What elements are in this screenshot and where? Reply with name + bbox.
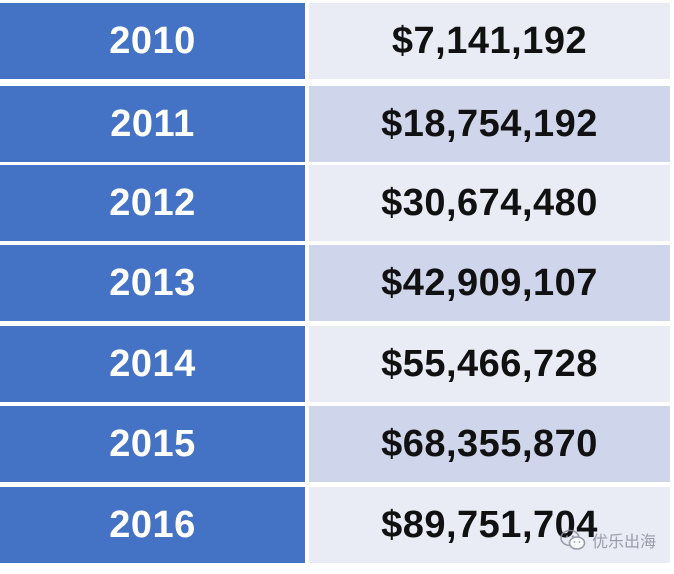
- value-cell: $30,674,480: [309, 165, 670, 241]
- year-cell: 2013: [0, 245, 305, 321]
- table-row: 2012 $30,674,480: [0, 165, 670, 241]
- table-row: 2011 $18,754,192: [0, 86, 670, 162]
- table-row: 2013 $42,909,107: [0, 245, 670, 321]
- watermark-text: 优乐出海: [591, 532, 656, 551]
- table-row: 2016 $89,751,704: [0, 487, 670, 563]
- value-cell: $68,355,870: [309, 406, 670, 482]
- year-cell: 2011: [0, 86, 305, 162]
- year-cell: 2015: [0, 406, 305, 482]
- watermark: 优乐出海: [560, 528, 656, 552]
- year-cell: 2014: [0, 326, 305, 402]
- table-row: 2015 $68,355,870: [0, 406, 670, 482]
- value-cell: $42,909,107: [309, 245, 670, 321]
- value-cell: $18,754,192: [309, 86, 670, 162]
- year-cell: 2016: [0, 487, 305, 563]
- table-row: 2014 $55,466,728: [0, 326, 670, 402]
- year-cell: 2012: [0, 165, 305, 241]
- value-cell: $7,141,192: [309, 3, 670, 79]
- wechat-icon: [560, 529, 586, 550]
- year-cell: 2010: [0, 3, 305, 79]
- table-row: 2010 $7,141,192: [0, 3, 670, 79]
- value-cell: $55,466,728: [309, 326, 670, 402]
